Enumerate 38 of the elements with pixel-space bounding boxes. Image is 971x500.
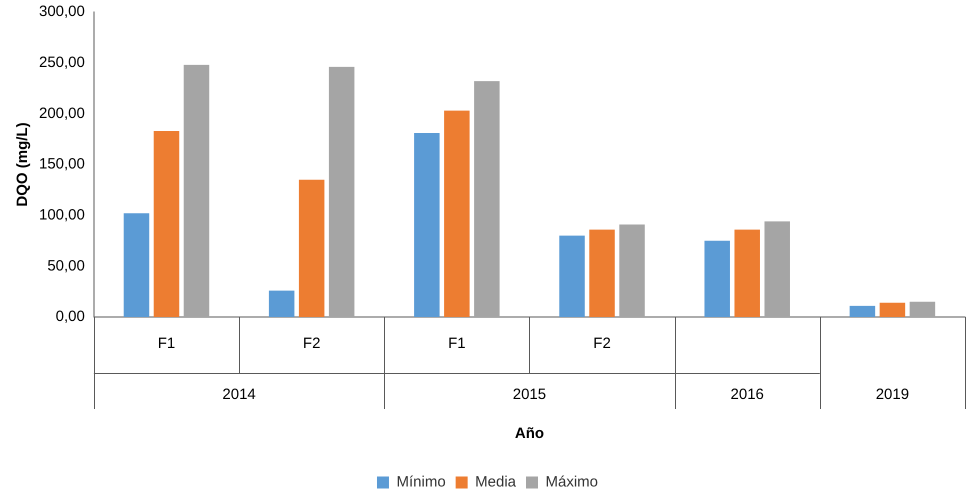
bar [559,236,585,317]
bar [268,290,294,317]
text: 2014 [222,386,256,404]
legend-label: Máximo [546,474,598,491]
bar [619,224,645,317]
y-tick-label: 150,00 [38,156,85,173]
y-axis-title: DQO (mg/L) [14,122,32,207]
text: 2016 [730,386,764,404]
y-tick-label: 300,00 [38,3,85,20]
bar [328,66,354,317]
bar [298,180,324,317]
bar [880,302,906,317]
bar [850,306,876,317]
y-tick-label: 50,00 [47,257,85,274]
legend-label: Mínimo [396,474,446,491]
y-tick-label: 200,00 [38,104,85,122]
bar [414,132,440,317]
bar [734,230,760,317]
bar [184,64,210,317]
text: 2015 [512,386,546,404]
x-tick-label: F1 [158,335,176,352]
y-tick-label: 0,00 [56,308,85,326]
y-tick-label: 100,00 [38,206,85,224]
bar [154,130,180,317]
bar [589,230,615,317]
x-tick-label: F2 [593,335,611,352]
bar [910,302,936,317]
legend-label: Media [475,474,517,491]
text: 2019 [876,386,910,404]
y-tick-label: 250,00 [38,54,85,71]
bar [474,81,500,317]
bar [704,240,730,317]
bar [764,221,790,317]
x-tick-label: F2 [302,335,320,352]
bar [124,213,150,317]
x-tick-label: F1 [448,335,466,352]
x-axis-title: Año [514,425,544,442]
bar [444,110,470,317]
